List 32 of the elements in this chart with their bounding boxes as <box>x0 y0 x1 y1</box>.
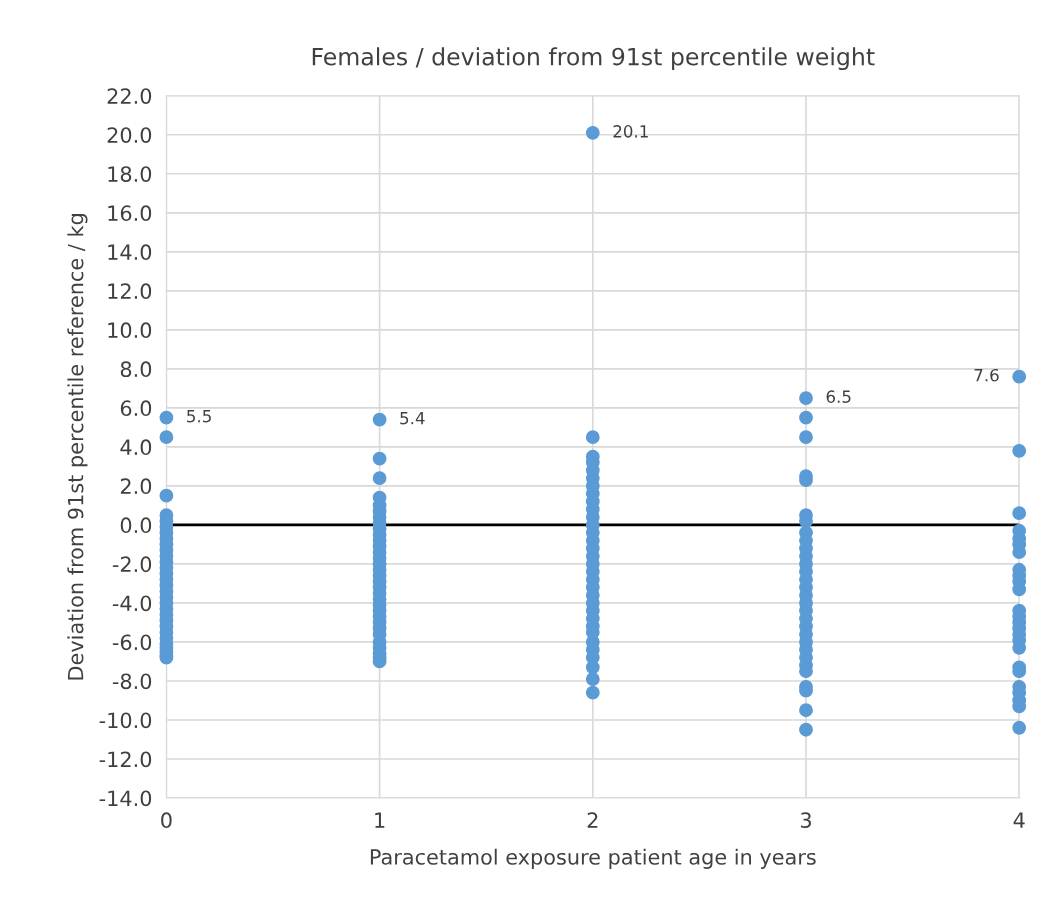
y-tick-label: -10.0 <box>99 712 152 729</box>
y-tick-label: -6.0 <box>112 634 152 651</box>
y-tick-label: 6.0 <box>120 400 152 417</box>
annotation: 5.5 <box>187 410 211 423</box>
y-tick-label: 18.0 <box>108 166 152 182</box>
x-tick-label: 1 <box>375 812 385 828</box>
y-tick-label: 22.0 <box>107 88 152 104</box>
y-tick-label: 2.0 <box>120 478 152 495</box>
y-tick-label: 12.0 <box>108 283 152 300</box>
x-tick-label: 4 <box>1013 812 1025 828</box>
y-tick-label: 4.0 <box>120 439 152 456</box>
y-tick-label: 8.0 <box>120 361 152 378</box>
x-tick-label: 2 <box>587 812 598 828</box>
y-tick-label: 10.0 <box>108 322 152 339</box>
y-tick-label: -14.0 <box>99 790 152 807</box>
x-tick-label: 3 <box>800 812 811 829</box>
y-axis-title: Deviation from 91st percentile reference / kg <box>67 214 88 680</box>
annotation: 7.6 <box>974 368 999 382</box>
annotation: 6.5 <box>826 390 851 403</box>
y-tick-label: -2.0 <box>112 556 152 573</box>
y-tick-label: 20.0 <box>107 127 152 143</box>
x-tick-label: 0 <box>161 812 172 829</box>
y-tick-label: -8.0 <box>112 673 152 690</box>
y-tick-label: 14.0 <box>108 244 152 261</box>
annotation: 20.1 <box>613 125 648 138</box>
y-tick-label: -12.0 <box>99 751 152 768</box>
y-tick-label: -4.0 <box>112 595 152 612</box>
annotation: 5.4 <box>400 412 425 425</box>
x-axis-title: Paracetamol exposure patient age in years <box>370 848 816 869</box>
y-tick-label: 0.0 <box>120 517 152 534</box>
chart-title: Females / deviation from 91st percentile weight <box>312 47 875 71</box>
y-tick-label: 16.0 <box>108 205 152 222</box>
